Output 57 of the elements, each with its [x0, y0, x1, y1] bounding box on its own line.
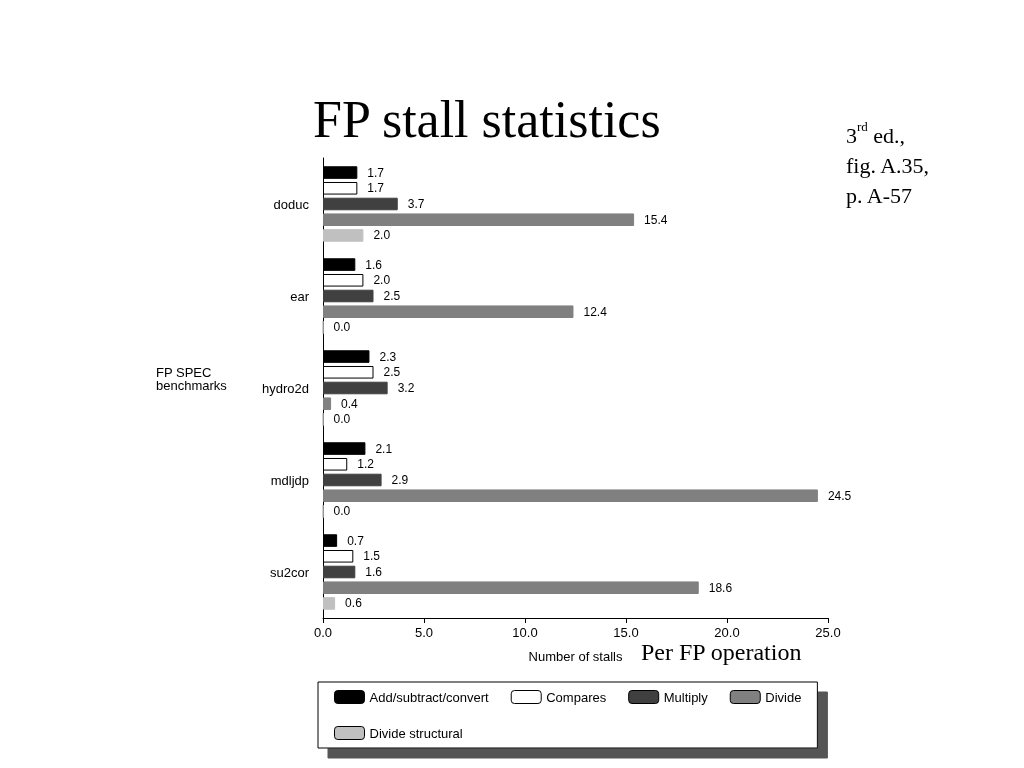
data-label: 1.5 — [363, 549, 381, 564]
y-tick-label: mdljdp — [270, 472, 309, 488]
bar — [323, 473, 382, 487]
data-label: 2.0 — [373, 273, 391, 288]
data-label: 2.0 — [373, 228, 391, 243]
chart-title: FP stall statistics — [313, 90, 661, 148]
y-tick-label: su2cor — [269, 564, 310, 580]
text: Per FP operation — [641, 639, 802, 665]
x-tick-label: 0.0 — [313, 625, 333, 640]
data-label: 0.7 — [347, 533, 365, 548]
data-label: 15.4 — [644, 212, 668, 227]
data-label: 0.6 — [345, 596, 363, 611]
legend-label: Compares — [546, 689, 607, 705]
y-tick-label: doduc — [273, 196, 310, 212]
bar — [323, 597, 336, 610]
data-label: 1.7 — [367, 181, 385, 196]
bar — [323, 197, 398, 211]
data-label: 1.7 — [367, 165, 385, 180]
data-label: 3.7 — [407, 197, 425, 211]
data-label: 2.9 — [391, 473, 409, 487]
legend-label: Divide — [765, 689, 802, 705]
data-label: 24.5 — [827, 488, 852, 503]
data-label: 1.6 — [365, 565, 383, 579]
data-label: 0.4 — [341, 396, 359, 411]
x-tick-label: 25.0 — [815, 625, 841, 640]
data-label: 0.0 — [333, 504, 351, 519]
y-tick-label: ear — [290, 288, 310, 304]
data-label: 0.0 — [333, 320, 351, 335]
data-label: 1.6 — [365, 257, 383, 272]
data-label: 2.3 — [379, 349, 397, 364]
bar — [323, 489, 818, 502]
data-label: 2.5 — [383, 289, 401, 303]
x-tick-label: 5.0 — [414, 625, 434, 640]
data-label: 1.2 — [357, 457, 375, 472]
bar — [323, 305, 574, 318]
data-label: 18.6 — [708, 580, 733, 595]
data-label: 2.1 — [375, 441, 393, 456]
bar — [323, 213, 635, 226]
x-tick-label: 10.0 — [512, 625, 538, 640]
data-label: 2.5 — [383, 365, 401, 380]
bar — [323, 381, 388, 395]
bar — [323, 397, 332, 410]
x-tick-label: 20.0 — [714, 625, 740, 640]
legend-label: Multiply — [663, 689, 709, 705]
legend-label: Divide structural — [369, 725, 463, 741]
legend-label: Add/subtract/convert — [369, 689, 490, 705]
x-axis-title: Number of stalls — [528, 649, 623, 664]
bar — [323, 289, 374, 303]
x-tick-label: 15.0 — [613, 625, 639, 640]
bar — [323, 565, 356, 579]
bar — [323, 229, 364, 242]
bar — [323, 581, 699, 594]
data-label: 0.0 — [333, 412, 351, 427]
data-label: 12.4 — [583, 304, 608, 319]
y-axis-title: FP SPEC benchmarks — [156, 365, 228, 393]
y-tick-label: hydro2d — [262, 380, 309, 396]
data-label: 3.2 — [397, 381, 415, 395]
